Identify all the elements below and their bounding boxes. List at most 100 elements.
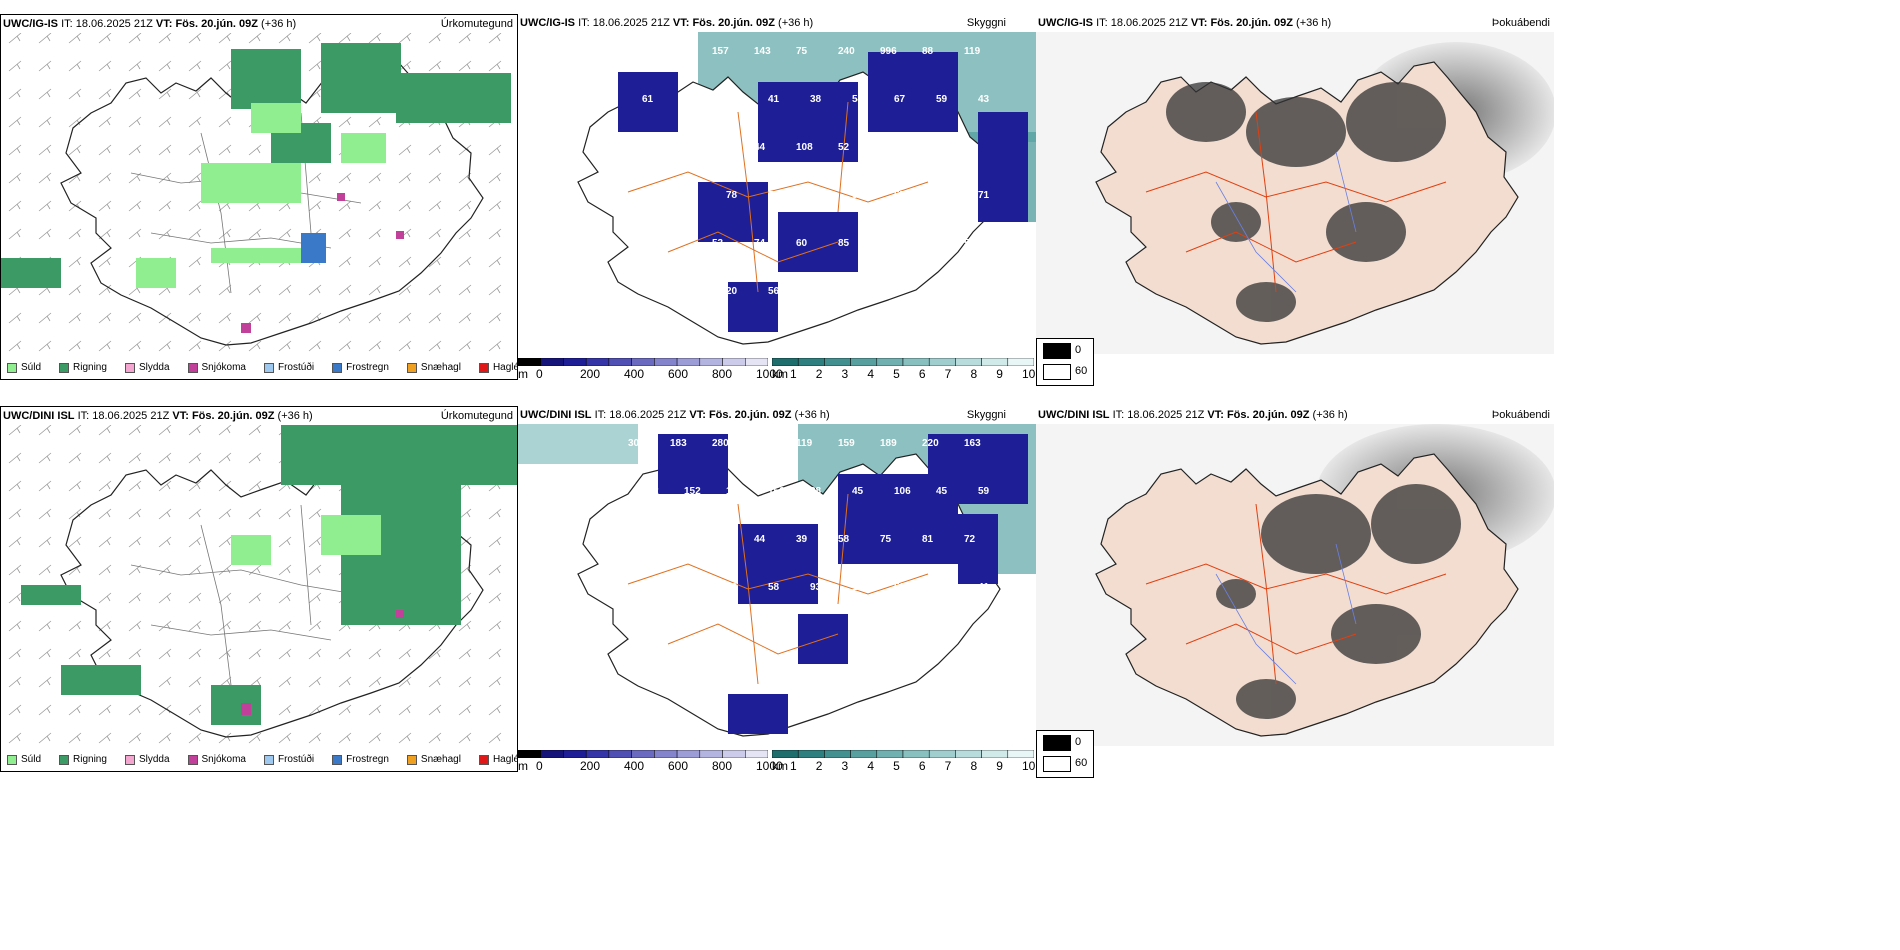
wind-barb xyxy=(158,425,172,436)
wind-barb xyxy=(458,284,472,296)
wind-barb xyxy=(248,508,262,520)
ceiling-areas xyxy=(618,52,1028,332)
legend-swatch xyxy=(7,362,17,373)
ceiling-value-label: 76 xyxy=(768,190,780,201)
legend-swatch xyxy=(478,362,489,373)
ceiling-value-label: 60 xyxy=(852,190,864,201)
wind-barb xyxy=(458,620,472,632)
wind-barb xyxy=(68,60,82,72)
legend-label: Rigning xyxy=(73,362,107,373)
legend-label: Haglél xyxy=(492,754,517,765)
wind-barb xyxy=(428,340,442,352)
ceiling-value-label: 58 xyxy=(838,534,850,545)
ceiling-value-label: 49 xyxy=(684,286,696,297)
ceiling-value-label: 280 xyxy=(712,438,729,449)
wind-barb xyxy=(68,256,82,268)
colorbar-cell xyxy=(928,358,956,366)
wind-barb xyxy=(488,33,502,44)
colorbar-tick: 8 xyxy=(970,367,978,381)
wind-barb xyxy=(98,704,112,716)
wind-barb xyxy=(488,648,502,660)
colorbar-cell xyxy=(654,358,678,366)
wind-barb xyxy=(158,620,172,632)
wind-barb xyxy=(278,284,292,296)
wind-barb xyxy=(488,340,502,352)
wind-barb xyxy=(398,284,412,296)
ceiling-value-label: 163 xyxy=(964,438,981,449)
ceiling-value-label: 74 xyxy=(754,238,766,249)
wind-barb xyxy=(248,228,262,240)
colorbar-cell xyxy=(563,358,587,366)
legend-item: Frostúði xyxy=(263,362,314,373)
legend-label: Frostúði xyxy=(277,754,315,765)
wind-barb xyxy=(8,200,22,212)
wind-barb xyxy=(428,228,442,240)
wind-barb xyxy=(188,228,202,240)
ceiling-areas xyxy=(658,434,1028,734)
wind-barb xyxy=(128,508,142,520)
legend-item: Slydda xyxy=(124,754,170,765)
colorbar-tick: 0 xyxy=(536,759,543,773)
wind-barb xyxy=(428,676,442,688)
wind-barb xyxy=(338,116,352,128)
wind-barb xyxy=(308,60,322,72)
wind-barb xyxy=(128,480,142,492)
wind-barb xyxy=(488,172,502,184)
colorbar-tick: 800 xyxy=(712,367,733,381)
ceiling-value-label: 20 xyxy=(712,630,724,641)
wind-barb xyxy=(428,284,442,296)
wind-barb xyxy=(68,116,82,128)
fog-key-row2: 0 60 xyxy=(1036,730,1094,778)
ceiling-value-label: 55 xyxy=(894,190,906,201)
wind-barb xyxy=(158,228,172,240)
wind-barb xyxy=(218,564,232,576)
wind-barb xyxy=(458,33,472,44)
wind-barb xyxy=(488,564,502,576)
fog-map xyxy=(1036,32,1554,354)
wind-barb xyxy=(38,116,52,128)
ceiling-value-label: 59 xyxy=(978,486,990,497)
colorbar-cell xyxy=(631,358,655,366)
wind-barb xyxy=(128,648,142,660)
wind-barb xyxy=(158,676,172,688)
wind-barb xyxy=(458,228,472,240)
colorbar-cell xyxy=(585,750,610,758)
wind-barb xyxy=(68,33,82,44)
colorbar-tick: 3 xyxy=(841,367,849,381)
precip-legend: Súld Rigning Slydda Snjókoma Frostúði Frostre… xyxy=(7,362,517,373)
wind-barb xyxy=(338,676,352,688)
wind-barb xyxy=(338,200,352,212)
wind-barb xyxy=(488,732,502,744)
wind-barb xyxy=(128,620,142,632)
ceiling-value-label: 45 xyxy=(852,486,864,497)
ceiling-value-label: 35 xyxy=(628,534,640,545)
wind-barb xyxy=(218,732,232,744)
colorbar-cell xyxy=(699,750,723,758)
legend-item: Snjókoma xyxy=(187,754,246,765)
precip-areas xyxy=(1,43,511,333)
wind-barb xyxy=(338,340,352,352)
wind-barb xyxy=(158,33,172,44)
wind-barb xyxy=(248,732,262,744)
wind-barb xyxy=(368,116,382,128)
wind-barb xyxy=(158,732,172,744)
wind-barb xyxy=(458,60,472,72)
panel-title: Þokuábendi xyxy=(1491,17,1550,29)
wind-barb xyxy=(428,256,442,268)
wind-barb xyxy=(98,592,112,604)
colorbar-cell xyxy=(722,750,746,758)
wind-barb xyxy=(8,60,22,72)
wind-barb xyxy=(488,620,502,632)
ceiling-value-label: 78 xyxy=(684,190,696,201)
colorbar-tick: 10 xyxy=(1022,759,1036,773)
wind-barb xyxy=(278,592,292,604)
panel-header: UWC/IG-IS IT: 18.06.2025 21Z VT: Fös. 20… xyxy=(3,18,297,30)
wind-barb xyxy=(128,33,142,44)
legend-label: Frostregn xyxy=(346,362,389,373)
wind-barb xyxy=(428,33,442,44)
wind-barb xyxy=(128,200,142,212)
ceiling-value-label: 57 xyxy=(726,94,738,105)
legend-label: Slydda xyxy=(138,362,170,373)
wind-barb xyxy=(98,200,112,212)
wind-barb xyxy=(278,33,292,44)
